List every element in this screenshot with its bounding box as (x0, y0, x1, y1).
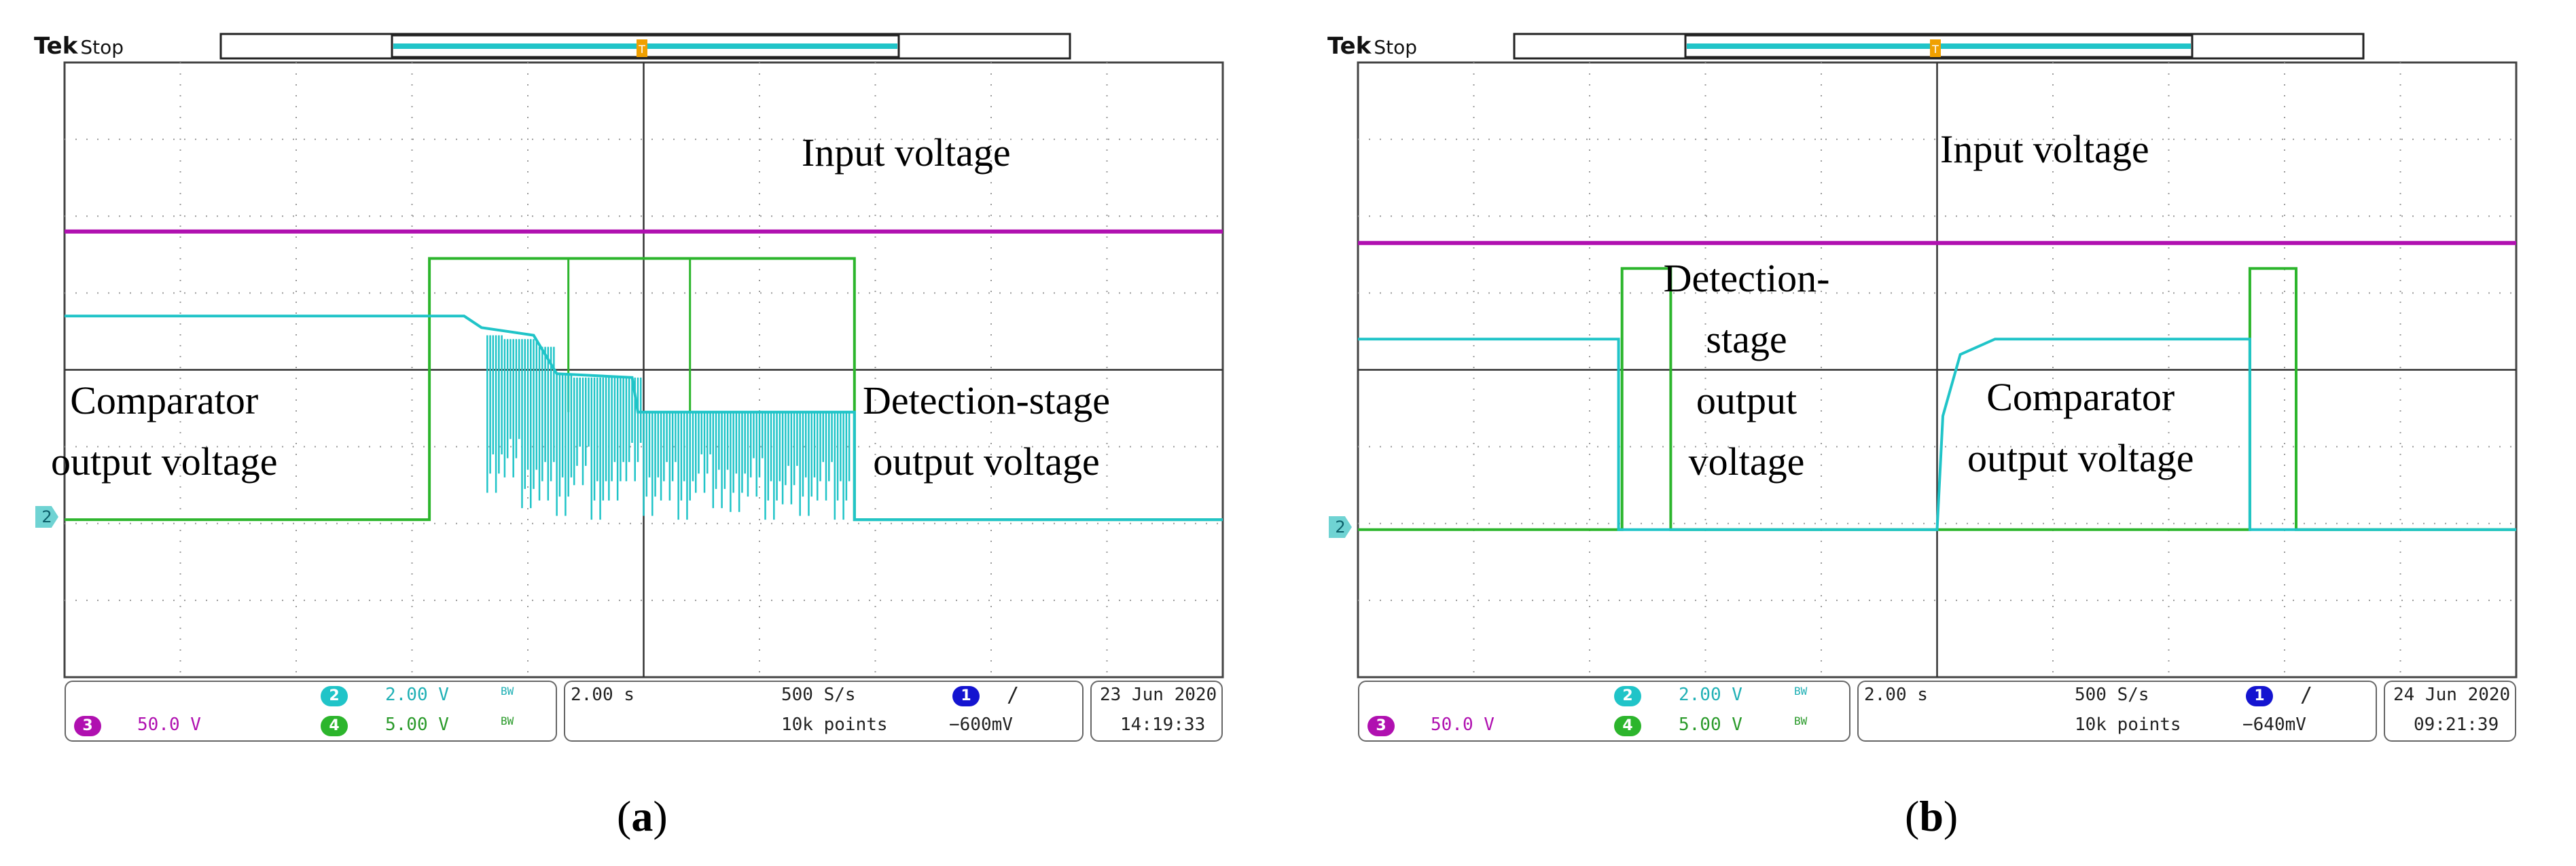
sample-rate-readout: 500 S/s (781, 685, 856, 705)
brand-label: Tek Stop (34, 33, 124, 60)
svg-text:T: T (1931, 43, 1939, 56)
time-readout: 14:19:33 (1120, 715, 1206, 735)
label-input-voltage: Input voltage (802, 130, 1011, 175)
ch2-scale: 2.00 V (385, 685, 449, 705)
ch4-scale: 5.00 V (385, 715, 449, 735)
ch3-badge[interactable]: 3 (1367, 716, 1395, 736)
ch2-scale: 2.00 V (1679, 685, 1742, 705)
scope-display: T (1357, 33, 2518, 679)
svg-text:T: T (638, 43, 645, 56)
channel-settings-box[interactable]: 2 2.00 V BW 3 50.0 V 4 5.00 V BW (1358, 681, 1850, 742)
trigger-position-marker[interactable] (637, 39, 647, 57)
run-state-stop: Stop (1374, 36, 1418, 58)
label-input-voltage: Input voltage (1940, 127, 2149, 171)
ch4-badge[interactable]: 4 (1614, 716, 1641, 736)
datetime-box: 23 Jun 2020 14:19:33 (1090, 681, 1223, 742)
waveform-traces (1358, 240, 2516, 531)
date-readout: 24 Jun 2020 (2393, 685, 2511, 705)
record-length-readout: 10k points (2075, 715, 2181, 735)
brand-label: Tek Stop (1327, 33, 1418, 60)
channel-settings-box[interactable]: 2 2.00 V BW 3 50.0 V 4 5.00 V BW (65, 681, 557, 742)
ch4-bw-indicator: BW (501, 715, 514, 727)
trigger-source-badge[interactable]: 1 (952, 686, 980, 706)
trigger-source-badge[interactable]: 1 (2246, 686, 2273, 706)
datetime-box: 24 Jun 2020 09:21:39 (2384, 681, 2516, 742)
ch2-badge[interactable]: 2 (321, 686, 348, 706)
ch4-badge[interactable]: 4 (321, 716, 348, 736)
scope-display: T (63, 33, 1224, 679)
label-detection-stage-output: Detection- stage output voltage (1663, 256, 1830, 484)
graticule-grid (65, 62, 1223, 677)
time-readout: 09:21:39 (2414, 715, 2499, 735)
ch2-trace (65, 314, 1223, 522)
trigger-slope-icon: / (2300, 683, 2313, 707)
run-state-stop: Stop (80, 36, 124, 58)
sample-rate-readout: 500 S/s (2075, 685, 2149, 705)
label-comparator-output: Comparator output voltage (51, 378, 278, 484)
ch2-trace (1358, 338, 2516, 531)
ch2-ground-marker[interactable]: 2 (35, 506, 58, 528)
graticule-grid (1358, 62, 2516, 677)
panel-a: Tek Stop T Input voltage Comparator outpu… (34, 33, 1224, 840)
ch3-scale: 50.0 V (137, 715, 201, 735)
ch2-bw-indicator: BW (501, 685, 514, 698)
caption-b: (b) (1905, 792, 1958, 840)
ch4-trace (1358, 267, 2516, 531)
ch2-badge[interactable]: 2 (1614, 686, 1641, 706)
record-length-readout: 10k points (781, 715, 888, 735)
waveform-traces (65, 229, 1223, 522)
label-detection-stage-output: Detection-stage output voltage (863, 378, 1110, 484)
caption-a: (a) (617, 792, 668, 840)
acquisition-settings-box[interactable]: 2.00 s 500 S/s 10k points 1 / −600mV (564, 681, 1084, 742)
ch3-scale: 50.0 V (1431, 715, 1495, 735)
date-readout: 23 Jun 2020 (1100, 685, 1217, 705)
ch3-badge[interactable]: 3 (74, 716, 101, 736)
timebase-readout: 2.00 s (1864, 685, 1928, 705)
ch4-bw-indicator: BW (1794, 715, 1808, 727)
label-comparator-output: Comparator output voltage (1967, 375, 2194, 480)
ch2-bw-indicator: BW (1794, 685, 1808, 698)
trigger-level-readout: −600mV (949, 715, 1013, 735)
ch4-scale: 5.00 V (1679, 715, 1742, 735)
trigger-slope-icon: / (1007, 683, 1020, 707)
panel-b: Tek Stop T Input voltage Detection- stage… (1288, 0, 2576, 866)
acquisition-settings-box[interactable]: 2.00 s 500 S/s 10k points 1 / −640mV (1857, 681, 2377, 742)
trigger-level-readout: −640mV (2242, 715, 2306, 735)
timebase-readout: 2.00 s (571, 685, 634, 705)
trigger-position-marker[interactable] (1930, 39, 1941, 57)
